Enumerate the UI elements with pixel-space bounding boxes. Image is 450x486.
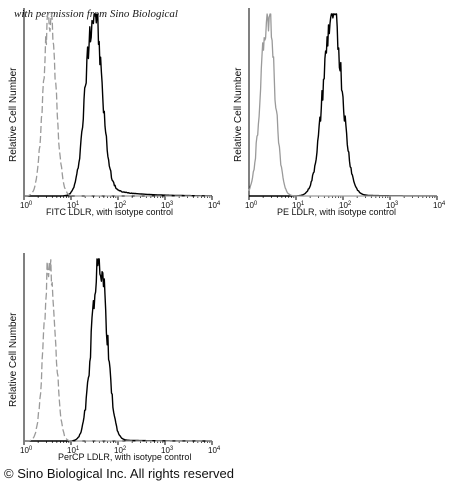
histogram-panel-pe: Relative Cell Number 100 101 102 103 104 PE … [225, 0, 450, 235]
x-tick-label: 102 [339, 201, 352, 210]
x-tick-label: 104 [208, 201, 221, 210]
isotype-control-histogram-line [24, 259, 212, 442]
histogram-plot-fitc: 100 101 102 103 104 [20, 8, 221, 210]
isotype-control-histogram-line [248, 13, 437, 197]
x-tick-label: 102 [114, 446, 127, 455]
copyright-notice: © Sino Biological Inc. All rights reserv… [4, 466, 234, 481]
x-tick-label: 100 [245, 201, 258, 210]
histogram-panel-percp: Relative Cell Number 100 101 102 103 104 Per… [0, 245, 225, 480]
x-axis-label: PerCP LDLR, with isotype control [58, 452, 192, 462]
x-axis-label: PE LDLR, with isotype control [277, 207, 397, 217]
x-tick-label: 104 [433, 201, 446, 210]
x-tick-label: 100 [20, 446, 33, 455]
x-tick-label: 102 [114, 201, 127, 210]
x-tick-label: 100 [20, 201, 33, 210]
x-axis-label: FITC LDLR, with isotype control [46, 207, 174, 217]
x-tick-label: 101 [67, 201, 80, 210]
sample-histogram-line [249, 13, 437, 197]
sample-histogram-line [24, 13, 212, 197]
x-tick-label: 103 [161, 446, 174, 455]
x-tick-label: 101 [67, 446, 80, 455]
histogram-plot-pe: 100 101 102 103 104 [245, 8, 446, 210]
x-tick-label: 104 [208, 446, 221, 455]
isotype-control-histogram-line [24, 13, 212, 197]
x-tick-label: 101 [292, 201, 305, 210]
histogram-plot-percp: 100 101 102 103 104 [20, 253, 221, 455]
x-tick-label: 103 [161, 201, 174, 210]
histogram-panel-fitc: Relative Cell Number 100 101 102 103 104 FIT… [0, 0, 225, 235]
x-tick-label: 103 [386, 201, 399, 210]
